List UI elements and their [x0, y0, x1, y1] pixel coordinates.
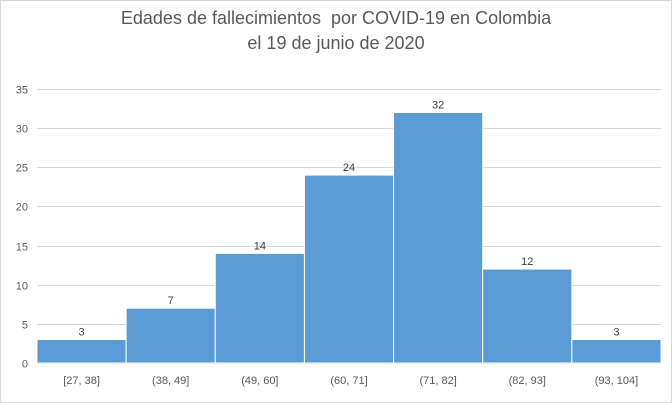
x-tick-label: (38, 49]	[152, 375, 189, 387]
bars	[36, 111, 662, 364]
histogram-bar	[303, 174, 395, 364]
chart-title-line-2: el 19 de junio de 2020	[247, 33, 425, 53]
x-tick-label: (82, 93]	[509, 375, 546, 387]
x-tick-label: (60, 71]	[330, 375, 367, 387]
x-tick-label: (93, 104]	[595, 375, 638, 387]
y-tick-label: 30	[16, 124, 28, 136]
bar-data-label: 14	[254, 240, 266, 252]
y-tick-label: 5	[22, 320, 28, 332]
y-tick-label: 25	[16, 163, 28, 175]
y-axis-ticks: 0 5 10 15 20 25 30 35	[16, 85, 28, 371]
bar-data-label: 3	[79, 327, 85, 339]
y-tick-label: 0	[22, 359, 28, 371]
histogram-bar	[125, 307, 216, 364]
y-tick-label: 15	[16, 242, 28, 254]
x-tick-label: [27, 38]	[63, 375, 100, 387]
histogram-bar	[571, 339, 662, 364]
histogram-bar	[393, 111, 484, 364]
y-tick-label: 10	[16, 281, 28, 293]
y-tick-label: 35	[16, 85, 28, 97]
bar-data-label: 7	[168, 295, 174, 307]
data-labels: 3 7 14 24 32 12 3	[79, 99, 620, 338]
y-tick-label: 20	[16, 202, 28, 214]
chart-title-line-1: Edades de fallecimientos por COVID-19 en…	[120, 8, 552, 28]
bar-data-label: 12	[521, 256, 533, 268]
bar-data-label: 32	[432, 99, 444, 111]
histogram-bar	[36, 339, 127, 364]
histogram-bar	[482, 268, 573, 364]
histogram-bar	[214, 252, 305, 364]
bar-data-label: 24	[343, 162, 355, 174]
x-tick-label: (71, 82]	[419, 375, 456, 387]
x-axis-ticks: [27, 38] (38, 49] (49, 60] (60, 71] (71, 82]…	[63, 375, 638, 387]
bar-data-label: 3	[613, 327, 619, 339]
x-tick-label: (49, 60]	[241, 375, 278, 387]
